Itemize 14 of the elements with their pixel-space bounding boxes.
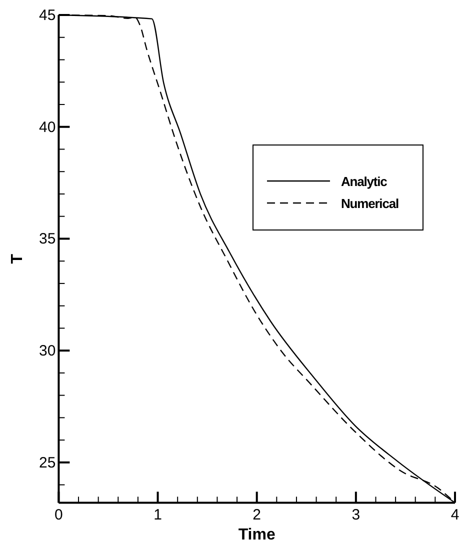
y-tick-label: 25 bbox=[39, 454, 56, 472]
y-tick-label: 45 bbox=[39, 7, 56, 24]
x-tick-label: 4 bbox=[450, 506, 460, 524]
x-axis-title: Time bbox=[238, 526, 276, 544]
legend-label: Analytic bbox=[341, 174, 388, 189]
x-tick-label: 1 bbox=[154, 506, 162, 524]
y-tick-label: 30 bbox=[39, 342, 56, 360]
legend-label: Numerical bbox=[341, 196, 398, 211]
y-axis-title: T bbox=[9, 254, 26, 264]
x-tick-label: 3 bbox=[352, 506, 360, 524]
x-tick-label: 2 bbox=[252, 506, 262, 524]
y-tick-label: 40 bbox=[39, 118, 56, 136]
y-tick-label: 35 bbox=[39, 230, 56, 248]
x-tick-label: 0 bbox=[54, 506, 63, 524]
